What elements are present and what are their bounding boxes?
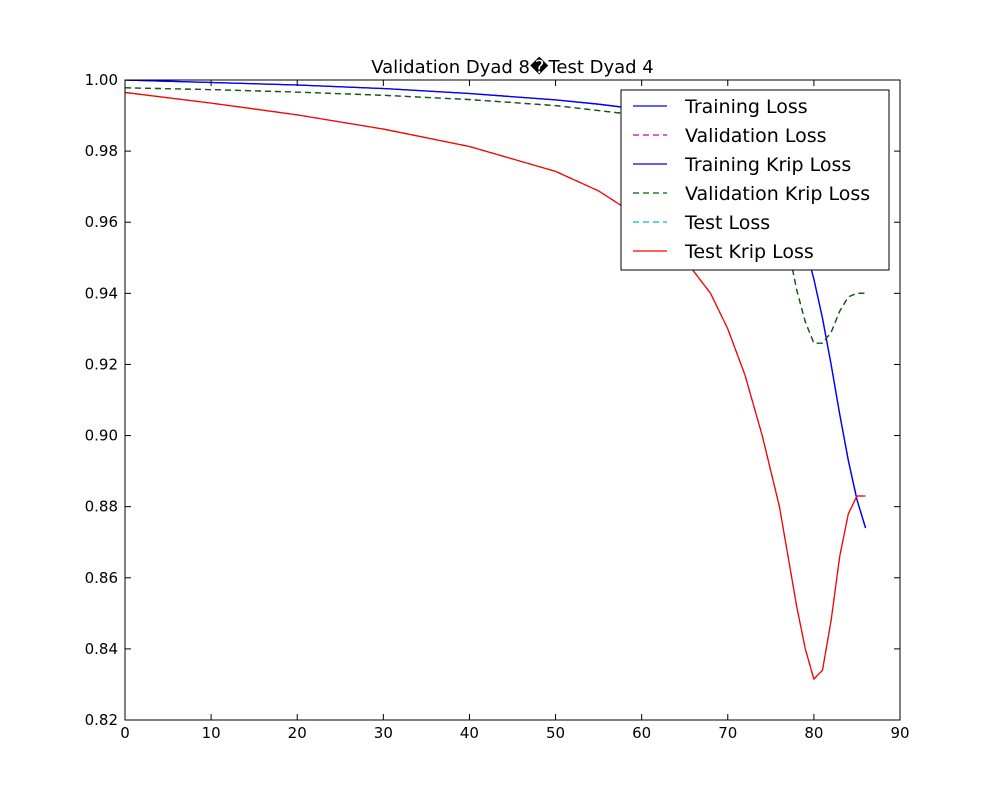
x-tick-label: 30 xyxy=(374,724,393,742)
plot-frame xyxy=(124,79,901,721)
x-tick-label: 10 xyxy=(202,724,221,742)
x-tick-label: 70 xyxy=(718,724,737,742)
x-tick-label: 50 xyxy=(546,724,565,742)
y-tick-label: 0.86 xyxy=(85,569,118,587)
y-tick-label: 0.94 xyxy=(85,284,118,302)
y-tick-label: 0.82 xyxy=(85,711,118,729)
y-tick-label: 0.88 xyxy=(85,498,118,516)
x-tick-label: 40 xyxy=(460,724,479,742)
y-tick-label: 0.90 xyxy=(85,427,118,445)
y-tick-label: 0.98 xyxy=(85,142,118,160)
legend-label-validation-loss: Validation Loss xyxy=(685,125,827,147)
y-tick-label: 0.96 xyxy=(85,213,118,231)
legend-label-test-loss: Test Loss xyxy=(684,212,770,234)
chart-title: Validation Dyad 8�Test Dyad 4 xyxy=(371,56,654,78)
x-tick-label: 20 xyxy=(288,724,307,742)
y-tick-label: 1.00 xyxy=(85,71,118,89)
x-tick-label: 60 xyxy=(632,724,651,742)
y-tick-label: 0.92 xyxy=(85,355,118,373)
legend-label-training-krip-loss: Training Krip Loss xyxy=(684,154,851,176)
legend-label-test-krip-loss: Test Krip Loss xyxy=(684,241,814,263)
series-line-validation-krip-loss xyxy=(125,87,866,344)
x-tick-label: 80 xyxy=(804,724,823,742)
x-tick-label: 0 xyxy=(120,724,130,742)
legend-label-validation-krip-loss: Validation Krip Loss xyxy=(685,183,870,205)
tick-layer: 0 10 20 30 40 50 60 70 80 90 0.82 0.84 0.86 0.88 0.90 0… xyxy=(85,71,910,742)
y-tick-label: 0.84 xyxy=(85,640,118,658)
legend-box xyxy=(620,89,890,271)
legend: Training Loss Validation Loss Training Kri… xyxy=(620,89,890,271)
x-tick-label: 90 xyxy=(890,724,909,742)
series-line-test-krip-loss xyxy=(125,91,866,681)
legend-label-training-loss: Training Loss xyxy=(684,96,808,118)
